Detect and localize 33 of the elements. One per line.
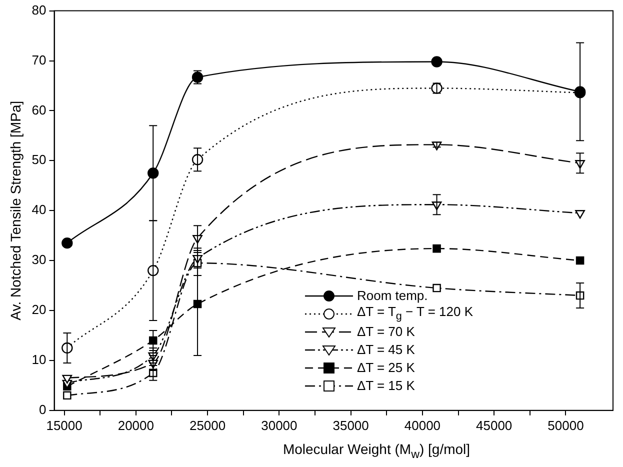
legend-label: ΔT = 15 K: [356, 377, 415, 395]
point: [432, 244, 441, 253]
y-tick-label: 40: [32, 202, 46, 218]
legend-label: ΔT = 70 K: [356, 323, 415, 341]
x-tick-label: 40000: [404, 418, 441, 433]
legend-label: ΔT = 45 K: [356, 341, 415, 359]
y-tick-label: 10: [32, 352, 46, 368]
point: [575, 210, 585, 219]
y-tick-label: 30: [32, 252, 46, 268]
legend-label: ΔT = T$_{g}$ − T = 120 K: [356, 303, 473, 324]
y-tick-label: 60: [32, 102, 46, 118]
point: [432, 284, 441, 292]
x-tick-label: 45000: [476, 418, 512, 433]
y-axis-title: Av. Notched Tensile Strength [MPa]: [7, 100, 24, 320]
y-tick-label: 0: [39, 402, 46, 417]
legend-label: ΔT = 25 K: [356, 359, 415, 377]
y-tick-label: 20: [32, 302, 46, 318]
x-tick-label: 35000: [332, 418, 369, 433]
y-tick-label: 80: [32, 2, 46, 18]
y-tick-label: 50: [32, 152, 46, 168]
x-tick-label: 50000: [548, 418, 584, 433]
x-tick-label: 30000: [261, 418, 298, 433]
x-tick-label: 20000: [118, 418, 154, 433]
x-tick-label: 15000: [46, 418, 82, 433]
point: [431, 56, 442, 68]
legend-label: Room temp.: [356, 287, 428, 305]
x-tick-label: 25000: [189, 418, 226, 433]
point: [62, 374, 72, 384]
x-axis-title: Molecular Weight (M$_{w}$) [g/mol]: [282, 441, 472, 461]
point: [62, 237, 73, 249]
point: [63, 391, 72, 400]
point: [576, 256, 584, 265]
y-tick-label: 70: [32, 52, 46, 68]
